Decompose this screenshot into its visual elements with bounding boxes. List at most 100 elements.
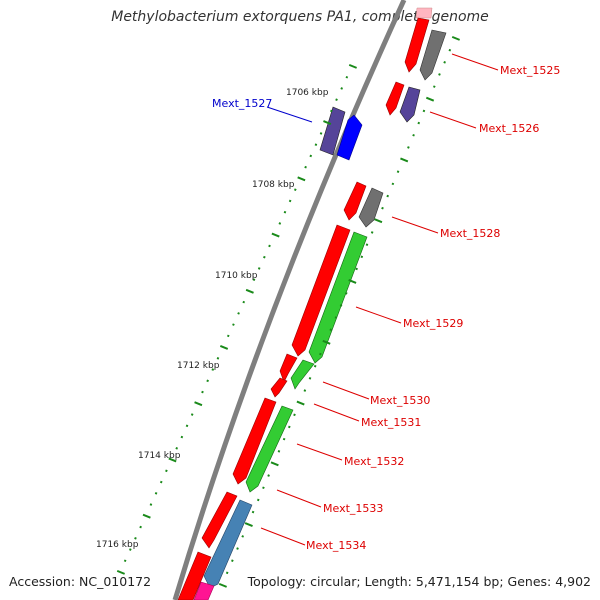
tick-mark	[232, 323, 235, 326]
feature-mext-1532-red[interactable]	[232, 397, 277, 485]
tick-mark	[396, 170, 400, 174]
kbp-tick-labels: 1706 kbp 1708 kbp 1710 kbp 1712 kbp 1714…	[96, 88, 329, 550]
tick-mark	[237, 312, 240, 315]
tick-label-1710: 1710 kbp	[215, 271, 258, 281]
tick-mark	[391, 182, 395, 186]
tick-mark	[381, 206, 384, 210]
tick-mark	[270, 461, 279, 467]
label-leaders	[260, 53, 499, 546]
gene-label-mext-1532[interactable]: Mext_1532	[344, 455, 404, 468]
gene-label-mext-1530[interactable]: Mext_1530	[370, 394, 430, 407]
tick-label-1706: 1706 kbp	[286, 88, 329, 98]
tick-mark	[329, 328, 333, 332]
tick-mark	[225, 571, 229, 575]
gene-label-mext-1525[interactable]: Mext_1525	[500, 64, 560, 77]
tick-mark	[263, 255, 266, 259]
feature-mext-1531-red[interactable]	[270, 377, 288, 398]
feature-mext-1525-gray[interactable]	[419, 29, 447, 81]
backbone-ring	[172, 0, 407, 600]
tick-mark	[296, 400, 305, 406]
tick-mark	[319, 132, 323, 135]
feature-magenta[interactable]	[193, 581, 215, 600]
tick-mark	[425, 96, 435, 102]
tick-mark	[293, 188, 297, 191]
tick-mark	[180, 435, 184, 439]
gene-label-mext-1526[interactable]: Mext_1526	[479, 122, 539, 135]
feature-mext-1527-purple[interactable]	[319, 106, 346, 156]
tick-mark	[134, 536, 137, 540]
feature-mext-1532-green[interactable]	[245, 405, 294, 493]
tick-mark	[304, 165, 307, 169]
tick-mark	[149, 503, 153, 506]
feature-mext-1527-blue[interactable]	[336, 114, 363, 161]
gene-label-mext-1533[interactable]: Mext_1533	[323, 502, 383, 515]
tick-mark	[309, 154, 313, 158]
feature-mext-1529-red[interactable]	[291, 224, 351, 357]
tick-mark	[175, 447, 179, 450]
feature-mext-1534-red[interactable]	[177, 551, 212, 600]
tick-mark	[370, 231, 374, 234]
feature-mext-1526-purple[interactable]	[399, 86, 421, 123]
tick-mark	[330, 109, 333, 113]
feature-mext-1533-red[interactable]	[201, 491, 238, 549]
tick-mark	[348, 279, 357, 284]
tick-mark	[282, 437, 286, 441]
tick-mark	[251, 510, 255, 514]
tick-mark	[139, 525, 142, 529]
tick-mark	[438, 73, 441, 76]
tick-mark	[218, 582, 228, 588]
tick-mark	[257, 267, 261, 270]
tick-mark	[334, 316, 338, 319]
tick-mark	[129, 548, 132, 551]
gene-label-mext-1528[interactable]: Mext_1528	[440, 227, 500, 240]
tick-mark	[256, 498, 260, 502]
tick-mark	[262, 486, 265, 490]
feature-mext-1525-red[interactable]	[404, 17, 430, 73]
tick-marks	[116, 35, 461, 588]
tick-mark	[412, 133, 415, 137]
feature-mext-1528-gray[interactable]	[358, 187, 384, 228]
tick-mark	[319, 352, 322, 356]
gene-label-mext-1527[interactable]: Mext_1527	[212, 97, 272, 110]
gene-label-mext-1534[interactable]: Mext_1534	[306, 539, 366, 552]
tick-mark	[288, 199, 292, 203]
feature-mext-1528-red[interactable]	[343, 181, 367, 221]
tick-mark	[154, 491, 158, 495]
tick-mark	[348, 63, 358, 69]
tick-mark	[267, 474, 270, 477]
tick-mark	[344, 291, 348, 295]
feature-mext-1530-red[interactable]	[279, 353, 298, 383]
tick-label-1716: 1716 kbp	[96, 540, 139, 550]
tick-mark	[142, 513, 151, 519]
tick-mark	[271, 232, 280, 238]
tick-mark	[201, 390, 204, 394]
tick-mark	[211, 368, 215, 371]
feature-mext-1530-green[interactable]	[290, 359, 315, 390]
tick-mark	[365, 243, 369, 246]
tick-mark	[355, 267, 358, 271]
tick-mark	[231, 559, 234, 562]
tick-mark	[226, 334, 230, 338]
genome-info-text: Topology: circular; Length: 5,471,154 bp…	[247, 574, 591, 589]
tick-mark	[185, 424, 189, 428]
tick-label-1708: 1708 kbp	[252, 180, 295, 190]
feature-mext-1529-green[interactable]	[308, 231, 368, 364]
tick-mark	[340, 87, 343, 90]
tick-mark	[268, 244, 271, 248]
tick-mark	[314, 143, 318, 147]
feature-pink[interactable]	[415, 7, 433, 19]
tick-mark	[288, 425, 291, 429]
tick-mark	[190, 413, 194, 416]
tick-mark	[335, 98, 338, 102]
tick-mark	[241, 535, 245, 538]
tick-mark	[323, 120, 332, 126]
tick-mark	[252, 278, 256, 281]
tick-mark	[422, 109, 426, 113]
tick-mark	[400, 157, 409, 163]
gene-label-mext-1531[interactable]: Mext_1531	[361, 416, 421, 429]
gene-label-mext-1529[interactable]: Mext_1529	[403, 317, 463, 330]
feature-mext-1526-red[interactable]	[385, 81, 405, 116]
tick-mark	[297, 176, 306, 182]
tick-mark	[194, 401, 203, 407]
